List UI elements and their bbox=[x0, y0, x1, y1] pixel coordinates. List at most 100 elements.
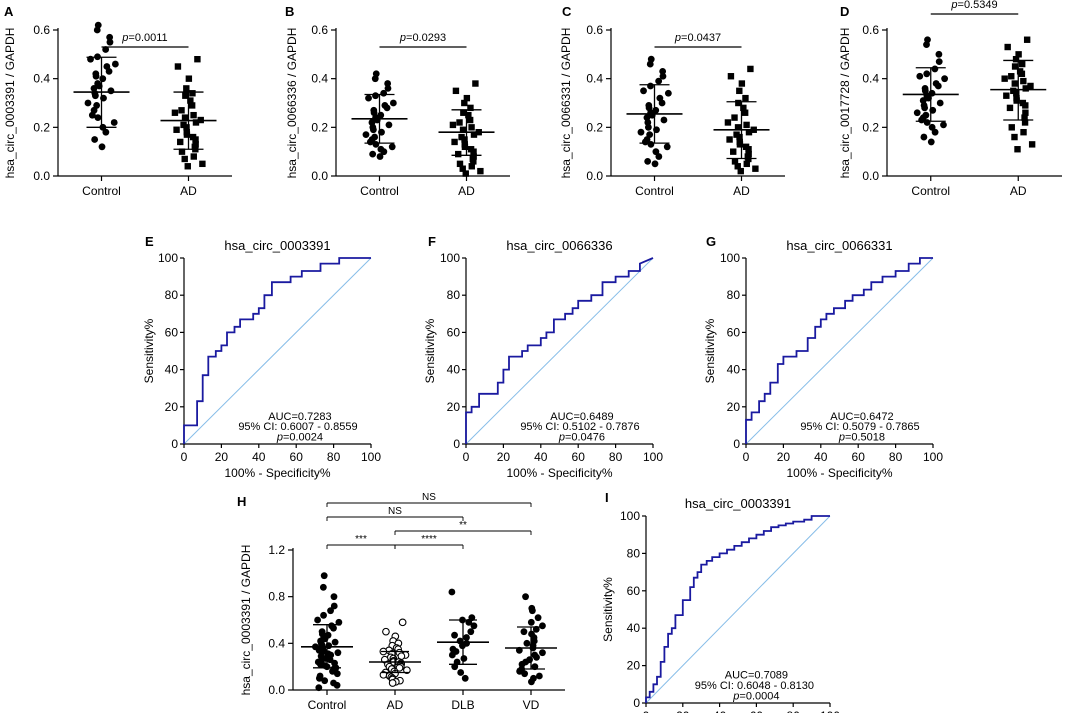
panel-h-point bbox=[330, 624, 337, 632]
panel-c-point bbox=[647, 140, 655, 148]
panel-e-y-tick-label: 100 bbox=[158, 251, 178, 265]
panel-a-point bbox=[93, 26, 101, 34]
panel-a-point bbox=[181, 155, 188, 163]
panel-h-x-tick-label: DLB bbox=[451, 698, 474, 712]
panel-d-point bbox=[1008, 124, 1015, 131]
panel-h-comparison-label: ** bbox=[459, 520, 467, 531]
panel-h-point bbox=[522, 593, 529, 601]
panel-f-y-tick-label: 40 bbox=[447, 363, 461, 377]
panel-e-roc-p-value-p-symbol: p bbox=[276, 431, 283, 443]
panel-b-point bbox=[388, 143, 396, 151]
panel-e-x-tick-label: 20 bbox=[215, 450, 229, 464]
panel-c-point bbox=[734, 124, 742, 131]
panel-h-point bbox=[523, 639, 531, 647]
panel-d-p-value-label-p-symbol: p bbox=[950, 0, 957, 11]
panel-c-point bbox=[731, 114, 738, 121]
panel-b-p-value-label: p=0.0293 bbox=[399, 32, 446, 44]
panel-f-x-tick-label: 20 bbox=[497, 450, 511, 464]
panel-d-y-axis-label: hsa_circ_0017728 / GAPDH bbox=[838, 28, 852, 179]
panel-a-point bbox=[178, 148, 186, 155]
panel-d-point bbox=[1004, 43, 1011, 51]
panel-d-point bbox=[923, 41, 930, 48]
panel-d-point bbox=[928, 123, 936, 131]
panel-g-y-tick-label: 20 bbox=[727, 400, 741, 414]
panel-a-p-value-label-p-symbol: p bbox=[121, 32, 128, 44]
panel-c-y-tick-label: 0.0 bbox=[586, 169, 603, 183]
panel-c-point bbox=[651, 160, 659, 168]
panel-f-y-tick-label: 60 bbox=[447, 325, 461, 339]
panel-d-point bbox=[1015, 51, 1022, 58]
panel-h-point bbox=[315, 684, 323, 692]
panel-c-point bbox=[738, 80, 746, 87]
panel-d-point bbox=[935, 58, 943, 66]
panel-a-point bbox=[171, 109, 179, 116]
panel-c-point bbox=[752, 165, 759, 172]
panel-b-point bbox=[385, 121, 393, 129]
panel-e-y-tick-label: 80 bbox=[165, 288, 179, 302]
panel-a-point bbox=[190, 111, 197, 119]
panel-d-point bbox=[934, 82, 942, 90]
panel-a-point bbox=[192, 119, 200, 126]
panel-i-x-tick-label: 20 bbox=[676, 709, 690, 713]
panel-g-y-axis-label: Sensitivity% bbox=[703, 318, 717, 383]
panel-a-p-value-label-p-value: =0.0011 bbox=[128, 32, 167, 44]
panel-d-point bbox=[1023, 36, 1031, 43]
panel-f-y-tick-label: 80 bbox=[447, 288, 461, 302]
panel-g-panel-label: G bbox=[706, 234, 716, 249]
panel-d-y-tick-label: 0.2 bbox=[862, 120, 879, 134]
panel-c-point bbox=[745, 146, 752, 153]
panel-h-point bbox=[333, 681, 341, 689]
panel-f-y-tick-label: 20 bbox=[447, 400, 461, 414]
panel-i-title: hsa_circ_0003391 bbox=[685, 496, 791, 511]
panel-d-point bbox=[916, 72, 924, 80]
panel-a-point bbox=[91, 136, 99, 143]
panel-b-p-value-label-p-value: =0.0293 bbox=[406, 32, 446, 44]
panel-f-x-tick-label: 40 bbox=[534, 450, 548, 464]
panel-i-y-tick-label: 60 bbox=[627, 584, 641, 598]
panel-d-x-tick-label: Control bbox=[911, 184, 950, 198]
panel-a-point bbox=[88, 111, 96, 119]
panel-h-point bbox=[535, 672, 543, 680]
panel-a-point bbox=[106, 38, 114, 46]
panel-i-y-tick-label: 80 bbox=[627, 546, 641, 560]
panel-a-panel-label: A bbox=[4, 4, 14, 19]
panel-g-roc-curve bbox=[745, 257, 933, 444]
panel-d-point bbox=[1021, 119, 1029, 126]
panel-f-y-tick-label: 100 bbox=[440, 251, 460, 265]
panel-e-y-axis-label: Sensitivity% bbox=[142, 318, 156, 383]
panel-g-x-tick-label: 0 bbox=[743, 450, 750, 464]
panel-i-panel-label: I bbox=[605, 490, 609, 505]
panel-c-point bbox=[644, 123, 652, 131]
panel-h-comparison-label: **** bbox=[421, 534, 437, 545]
panel-e-roc-p-value: p=0.0024 bbox=[276, 431, 323, 443]
panel-d-point bbox=[1019, 60, 1026, 68]
panel-h-point bbox=[325, 642, 333, 650]
panel-h-point bbox=[398, 618, 407, 627]
panel-h-point bbox=[334, 649, 342, 657]
panel-a-point bbox=[92, 72, 100, 80]
panel-a-point bbox=[106, 33, 114, 41]
panel-c-point bbox=[743, 121, 750, 129]
panel-d-point bbox=[1028, 141, 1036, 148]
panel-b-point bbox=[468, 163, 475, 170]
panel-d-point bbox=[1001, 75, 1008, 82]
panel-f-title: hsa_circ_0066336 bbox=[506, 238, 612, 253]
panel-f-roc-p-value: p=0.0476 bbox=[558, 431, 605, 443]
panel-a-point bbox=[181, 114, 189, 121]
panel-i-roc-curve bbox=[645, 515, 830, 703]
panel-e-auc-label: AUC=0.7283 bbox=[268, 411, 331, 423]
panel-i-x-tick-label: 60 bbox=[750, 709, 764, 713]
panel-d-point bbox=[923, 119, 931, 126]
panel-c-y-tick-label: 0.4 bbox=[586, 72, 603, 86]
panel-b-y-axis-label: hsa_circ_0066336 / GAPDH bbox=[285, 28, 299, 179]
panel-d-point bbox=[1011, 80, 1018, 87]
panel-c-point bbox=[658, 99, 666, 107]
panel-i-x-tick-label: 0 bbox=[643, 709, 650, 713]
panel-i-x-tick-label: 100 bbox=[820, 709, 840, 713]
panel-c-point bbox=[736, 87, 743, 95]
panel-b-point bbox=[461, 143, 469, 150]
panel-d-point bbox=[1012, 56, 1020, 63]
panel-c-point bbox=[659, 67, 667, 75]
panel-e-roc-curve bbox=[183, 257, 371, 444]
